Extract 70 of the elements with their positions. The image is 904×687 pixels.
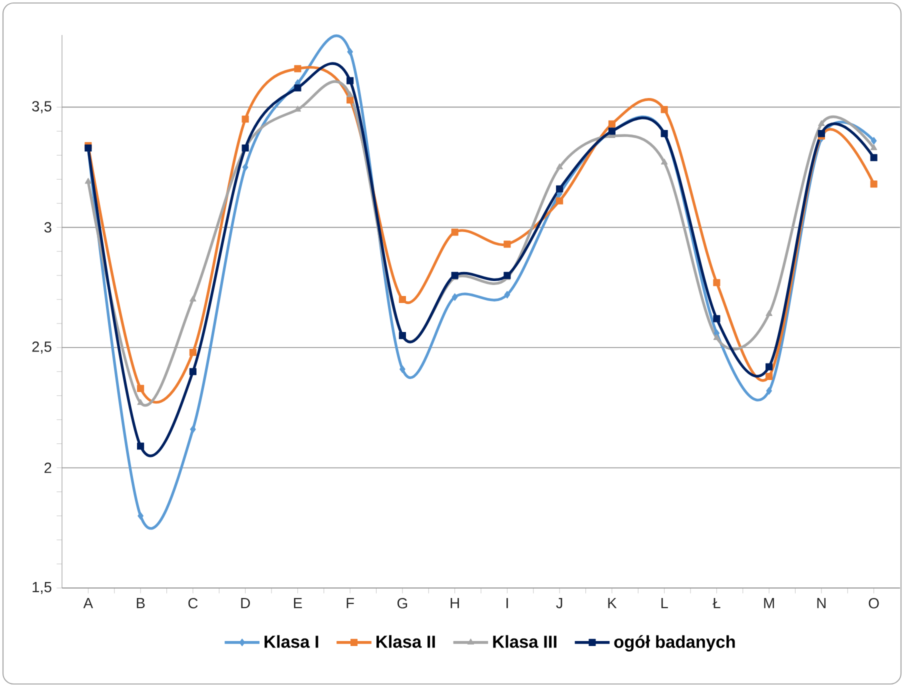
- point: [766, 310, 772, 316]
- x-tick-label: A: [83, 598, 94, 608]
- y-tick-label: 2: [44, 462, 52, 473]
- y-tick-label: 1,5: [32, 582, 52, 594]
- legend-label: ogół badanych: [614, 635, 735, 652]
- point: [556, 185, 564, 192]
- point: [242, 116, 249, 123]
- point: [870, 154, 878, 162]
- legend-label: Klasa I: [264, 635, 318, 648]
- point: [504, 272, 511, 279]
- point: [398, 296, 406, 304]
- point: [766, 372, 773, 380]
- point: [294, 65, 302, 72]
- point: [190, 426, 196, 434]
- x-tick-label: Ł: [712, 598, 720, 608]
- point: [660, 106, 668, 114]
- point: [138, 512, 144, 520]
- x-tick-label: L: [661, 598, 668, 608]
- point: [870, 144, 878, 150]
- x-tick-label: I: [506, 598, 508, 608]
- point: [347, 48, 353, 56]
- point: [452, 293, 458, 301]
- point: [294, 84, 302, 92]
- point: [504, 240, 511, 248]
- point: [137, 399, 144, 405]
- point: [137, 442, 144, 450]
- y-tick-label: 2,5: [32, 342, 52, 354]
- point: [766, 363, 773, 370]
- point: [189, 348, 196, 356]
- point: [242, 163, 248, 172]
- point: [870, 180, 878, 188]
- point: [608, 120, 616, 128]
- point: [137, 384, 144, 392]
- x-tick-label: B: [136, 598, 145, 608]
- point: [346, 96, 354, 104]
- point: [451, 228, 458, 236]
- point: [818, 120, 825, 126]
- point: [713, 315, 720, 322]
- point: [346, 91, 354, 98]
- x-tick-label: H: [450, 598, 459, 608]
- point: [190, 296, 196, 302]
- legend-label: Klasa II: [376, 635, 435, 648]
- point: [84, 178, 92, 184]
- point: [660, 158, 668, 164]
- x-tick-label: J: [556, 598, 562, 608]
- point: [504, 290, 510, 298]
- point: [556, 197, 564, 204]
- point: [451, 272, 458, 279]
- legend-label: Klasa III: [493, 635, 556, 648]
- point: [870, 136, 877, 145]
- x-tick-label: F: [346, 598, 354, 608]
- point: [189, 368, 196, 376]
- y-tick-label: 3,5: [32, 101, 52, 114]
- point: [818, 130, 825, 138]
- x-tick-label: N: [817, 598, 826, 608]
- x-tick-label: K: [608, 598, 617, 608]
- x-tick-label: E: [294, 598, 302, 608]
- y-tick-label: 3: [44, 222, 52, 233]
- x-tick-label: C: [188, 598, 198, 608]
- point: [556, 163, 563, 170]
- x-tick-label: M: [764, 598, 774, 608]
- point: [294, 106, 302, 112]
- x-tick-label: O: [868, 598, 879, 608]
- point: [766, 387, 772, 395]
- point: [346, 77, 354, 84]
- point: [713, 334, 720, 340]
- x-tick-label: D: [241, 598, 250, 608]
- point: [400, 365, 406, 374]
- point: [713, 279, 720, 286]
- x-tick-label: G: [397, 598, 408, 608]
